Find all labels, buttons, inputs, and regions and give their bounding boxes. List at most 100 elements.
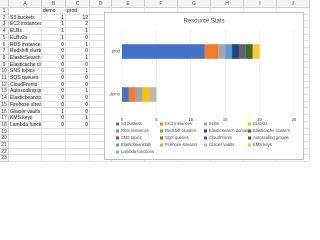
cell[interactable]: 1 [66, 68, 90, 75]
row-header[interactable]: 9 [0, 61, 9, 69]
column-header[interactable]: G [178, 0, 211, 8]
cell[interactable]: 0 [66, 61, 90, 69]
cell[interactable]: 0 [42, 68, 66, 75]
cell[interactable]: 1 [42, 21, 66, 29]
cell[interactable]: Lambda functions [9, 121, 42, 129]
cell[interactable]: 0 [42, 115, 66, 122]
cell[interactable]: 1 [66, 41, 90, 49]
row-header[interactable]: 22 [0, 148, 9, 156]
cell[interactable]: 1 [42, 14, 66, 22]
cell[interactable]: 1 [42, 108, 66, 116]
cell[interactable]: 0 [42, 88, 66, 96]
column-header[interactable]: H [211, 0, 244, 8]
cell[interactable]: KMS keys [9, 115, 42, 122]
cell[interactable]: 0 [66, 81, 90, 89]
cell[interactable]: 1 [66, 115, 90, 122]
column-header[interactable]: J [277, 0, 310, 8]
cell[interactable]: ElasticSearch domains [9, 54, 42, 62]
cell[interactable]: 0 [66, 95, 90, 102]
cell[interactable] [42, 148, 66, 156]
cell[interactable] [66, 155, 90, 163]
cell[interactable]: 1 [66, 54, 90, 62]
cell[interactable] [9, 148, 42, 156]
cell[interactable]: demo [42, 8, 66, 15]
cell[interactable]: 0 [66, 101, 90, 109]
cell[interactable]: RDS instances [9, 41, 42, 49]
cell[interactable]: Elasticbeanstalk [9, 95, 42, 102]
cell[interactable] [9, 155, 42, 163]
cell[interactable]: 1 [42, 28, 66, 35]
cell[interactable]: 2 [66, 21, 90, 29]
cell[interactable]: 0 [42, 41, 66, 49]
cell[interactable]: SQS queues [9, 75, 42, 82]
cell[interactable]: Elasticache clusters [9, 61, 42, 69]
row-header[interactable]: 1 [0, 8, 9, 15]
row-header[interactable]: 4 [0, 28, 9, 35]
row-header[interactable]: 7 [0, 48, 9, 55]
cell[interactable]: 0 [66, 121, 90, 129]
row-header[interactable]: 21 [0, 142, 9, 149]
row-header[interactable]: 13 [0, 88, 9, 96]
cell[interactable] [42, 142, 66, 149]
cell[interactable]: EC2 instances [9, 21, 42, 29]
row-header[interactable]: 17 [0, 115, 9, 122]
cell[interactable] [9, 135, 42, 142]
column-header[interactable]: E [112, 0, 145, 8]
cell[interactable] [42, 128, 66, 136]
column-header[interactable]: D [90, 0, 112, 8]
cell[interactable]: 0 [42, 101, 66, 109]
cell[interactable] [66, 142, 90, 149]
cell[interactable]: Glacier vaults [9, 108, 42, 116]
row-header[interactable]: 11 [0, 75, 9, 82]
row-header[interactable]: 20 [0, 135, 9, 142]
cell[interactable] [9, 142, 42, 149]
row-header[interactable]: 8 [0, 54, 9, 62]
cell[interactable] [277, 155, 310, 163]
column-header[interactable]: I [244, 0, 277, 8]
column-header[interactable]: B [42, 0, 66, 8]
row-header[interactable]: 14 [0, 95, 9, 102]
cell[interactable]: 0 [66, 34, 90, 42]
row-header[interactable]: 10 [0, 68, 9, 75]
cell[interactable]: 1 [66, 88, 90, 96]
cell[interactable] [66, 135, 90, 142]
cell[interactable]: ELBs [9, 28, 42, 35]
cell[interactable]: 1 [66, 28, 90, 35]
cell[interactable]: Redshift clusters [9, 48, 42, 55]
cell[interactable]: Firehose streams [9, 101, 42, 109]
cell[interactable] [66, 128, 90, 136]
cell[interactable]: 0 [42, 95, 66, 102]
cell[interactable]: 0 [66, 108, 90, 116]
cell[interactable] [42, 135, 66, 142]
cell[interactable] [42, 155, 66, 163]
cell[interactable]: 0 [42, 75, 66, 82]
column-header[interactable]: C [66, 0, 90, 8]
cell[interactable]: 0 [42, 121, 66, 129]
row-header[interactable]: 18 [0, 121, 9, 129]
cell[interactable] [90, 8, 112, 15]
row-header[interactable]: 12 [0, 81, 9, 89]
row-header[interactable]: 19 [0, 128, 9, 136]
row-header[interactable]: 15 [0, 101, 9, 109]
cell[interactable]: SNS topics [9, 68, 42, 75]
cell[interactable]: 0 [66, 75, 90, 82]
row-header[interactable]: 23 [0, 155, 9, 163]
cell[interactable] [66, 148, 90, 156]
cell[interactable]: 1 [42, 34, 66, 42]
cell[interactable] [9, 128, 42, 136]
cell[interactable]: CloudFronts [9, 81, 42, 89]
cell[interactable]: prod [66, 8, 90, 15]
row-header[interactable]: 16 [0, 108, 9, 116]
row-header[interactable]: 6 [0, 41, 9, 49]
row-header[interactable]: 5 [0, 34, 9, 42]
cell[interactable]: 0 [42, 48, 66, 55]
cell[interactable]: 0 [42, 61, 66, 69]
row-header[interactable]: 2 [0, 14, 9, 22]
cell[interactable]: ELBv2s [9, 34, 42, 42]
column-header[interactable]: F [145, 0, 178, 8]
column-header[interactable]: A [9, 0, 42, 8]
cell[interactable]: 0 [42, 81, 66, 89]
cell[interactable]: 12 [66, 14, 90, 22]
cell[interactable] [9, 8, 42, 15]
cell[interactable]: 0 [42, 54, 66, 62]
